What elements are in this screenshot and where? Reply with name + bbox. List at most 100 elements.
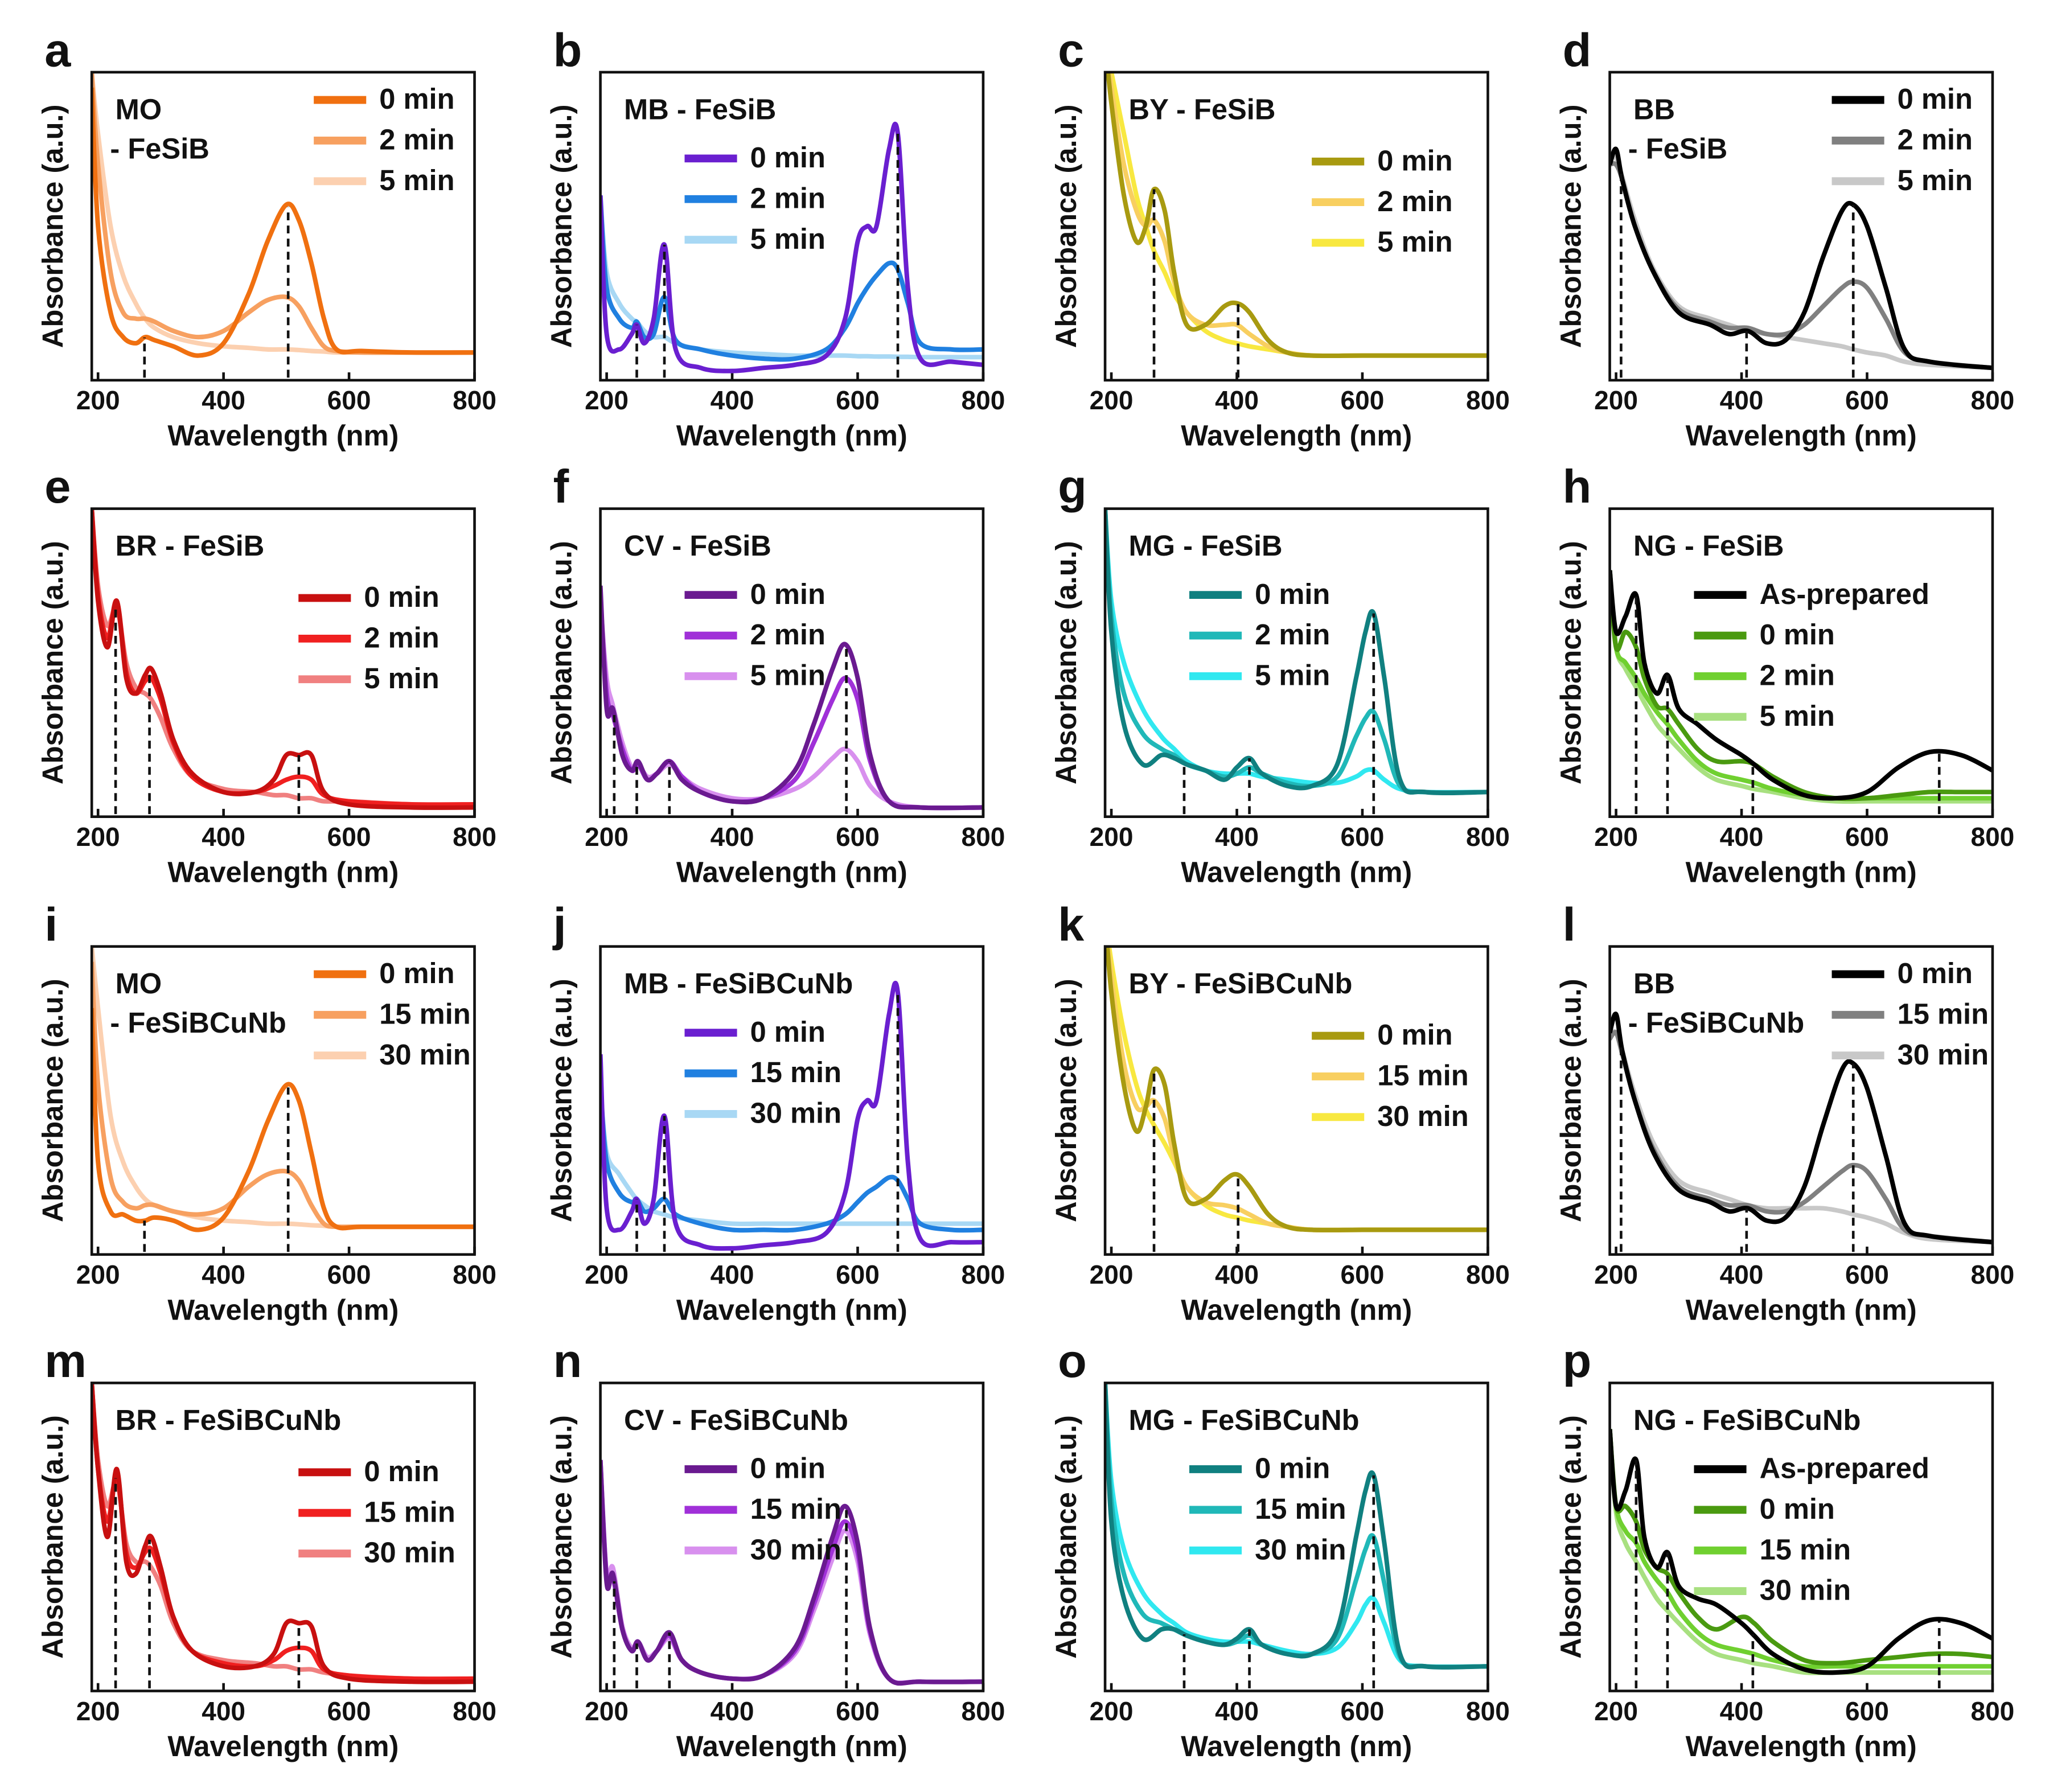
legend-label: 0 min	[750, 141, 826, 174]
axes-frame	[599, 945, 985, 1256]
legend-label: 5 min	[379, 164, 454, 196]
x-tick-label: 200	[76, 385, 120, 415]
x-axis-label: Wavelength (nm)	[1686, 1730, 1917, 1762]
spectrum-line	[92, 508, 475, 810]
x-tick-label: 800	[962, 1696, 1005, 1726]
x-axis-label: Wavelength (nm)	[1181, 420, 1412, 452]
y-axis-label: Absorbance (a.u.)	[545, 1415, 577, 1659]
panel: j Absorbance (a.u.) Wavelength (nm) 200 400 6…	[545, 898, 1005, 1326]
x-tick-label: 800	[453, 1260, 496, 1289]
legend-label: 30 min	[1377, 1100, 1468, 1132]
legend-label: 0 min	[750, 1452, 826, 1485]
panel-title: BY - FeSiBCuNb	[1129, 967, 1353, 1000]
x-tick-label: 600	[1845, 1696, 1889, 1726]
panel: h Absorbance (a.u.) Wavelength (nm) 200 400 6…	[1554, 460, 2014, 888]
legend-label: 2 min	[379, 124, 454, 156]
panel-letter: i	[44, 898, 58, 951]
x-tick-label: 400	[1215, 385, 1259, 415]
x-tick-label: 200	[76, 1696, 120, 1726]
legend-label: 5 min	[1255, 659, 1330, 692]
y-axis-label: Absorbance (a.u.)	[36, 105, 69, 348]
x-tick-label: 800	[962, 385, 1005, 415]
panel-title: NG - FeSiBCuNb	[1633, 1404, 1861, 1436]
axes-frame	[1608, 945, 1994, 1256]
axes-frame	[1103, 71, 1489, 382]
x-tick-label: 400	[202, 1696, 245, 1726]
legend-label: 30 min	[1760, 1574, 1851, 1606]
legend-label: 5 min	[750, 223, 826, 255]
spectrum-line	[1105, 508, 1488, 795]
x-tick-label: 200	[1090, 385, 1134, 415]
panel: p Absorbance (a.u.) Wavelength (nm) 200 400 6…	[1554, 1334, 2014, 1762]
x-tick-label: 200	[76, 822, 120, 852]
spectrum-line	[1105, 508, 1488, 796]
legend-label: 2 min	[1898, 124, 1973, 156]
panel-letter: o	[1058, 1334, 1087, 1387]
y-axis-label: Absorbance (a.u.)	[1050, 1415, 1082, 1659]
x-tick-label: 200	[1090, 1260, 1134, 1289]
x-tick-label: 600	[327, 1696, 371, 1726]
spectrum-line	[1609, 570, 1993, 804]
x-tick-label: 200	[585, 385, 629, 415]
x-tick-label: 600	[1845, 1260, 1889, 1289]
legend-label: 15 min	[750, 1493, 841, 1525]
legend-label: 5 min	[1377, 225, 1452, 258]
plot	[1105, 946, 1488, 1252]
legend-label: 0 min	[1898, 83, 1973, 115]
x-tick-label: 800	[1466, 1696, 1510, 1726]
x-axis-label: Wavelength (nm)	[1181, 1293, 1412, 1326]
legend-label: 2 min	[750, 182, 826, 214]
legend-label: 5 min	[1898, 164, 1973, 196]
x-axis-label: Wavelength (nm)	[676, 1730, 907, 1762]
spectrum-line	[1609, 1429, 1993, 1675]
x-tick-label: 200	[1594, 822, 1638, 852]
spectrum-line	[600, 1460, 983, 1686]
panel: c Absorbance (a.u.) Wavelength (nm) 200 400 6…	[1050, 23, 1510, 451]
x-tick-label: 200	[585, 822, 629, 852]
panel-letter: c	[1058, 23, 1084, 76]
legend-label: 30 min	[379, 1038, 470, 1071]
y-axis-label: Absorbance (a.u.)	[1554, 1415, 1587, 1659]
legend-label: 0 min	[364, 581, 439, 613]
legend-label: 2 min	[364, 622, 439, 654]
panel: k Absorbance (a.u.) Wavelength (nm) 200 400 6…	[1050, 898, 1510, 1326]
legend-label: As-prepared	[1760, 578, 1929, 610]
x-tick-label: 400	[1215, 822, 1259, 852]
y-axis-label: Absorbance (a.u.)	[36, 1415, 69, 1659]
plot	[1105, 1383, 1488, 1688]
panel-title: MB - FeSiB	[624, 93, 776, 125]
x-tick-label: 400	[202, 822, 245, 852]
axes-frame	[1608, 1382, 1994, 1692]
y-axis-label: Absorbance (a.u.)	[1554, 105, 1587, 348]
panel-letter: j	[552, 898, 566, 951]
plot	[600, 1460, 983, 1688]
legend-label: 15 min	[1898, 997, 1989, 1030]
panel-title: - FeSiBCuNb	[110, 1006, 286, 1039]
axes-frame	[599, 71, 985, 382]
x-tick-label: 800	[1970, 822, 2014, 852]
x-axis-label: Wavelength (nm)	[1686, 856, 1917, 888]
x-axis-label: Wavelength (nm)	[676, 420, 907, 452]
spectrum-line	[92, 87, 475, 358]
y-axis-label: Absorbance (a.u.)	[1050, 541, 1082, 784]
y-axis-label: Absorbance (a.u.)	[545, 979, 577, 1222]
x-tick-label: 600	[1341, 822, 1385, 852]
panel: o Absorbance (a.u.) Wavelength (nm) 200 400 6…	[1050, 1334, 1510, 1762]
legend-label: 2 min	[1377, 185, 1452, 217]
legend-label: 2 min	[1760, 659, 1835, 692]
axes-frame	[90, 507, 476, 818]
axes-frame	[90, 71, 476, 382]
legend-label: 15 min	[379, 997, 470, 1030]
panel-letter: d	[1563, 23, 1592, 76]
panel-letter: k	[1058, 898, 1085, 951]
x-tick-label: 800	[1970, 1696, 2014, 1726]
y-axis-label: Absorbance (a.u.)	[1554, 979, 1587, 1222]
panel-title: NG - FeSiB	[1633, 529, 1784, 562]
panel: b Absorbance (a.u.) Wavelength (nm) 200 400 6…	[545, 23, 1005, 451]
x-tick-label: 400	[711, 822, 754, 852]
spectrum-line	[1105, 1383, 1488, 1670]
legend-label: 0 min	[1898, 957, 1973, 989]
x-tick-label: 400	[1215, 1696, 1259, 1726]
legend-label: 15 min	[1255, 1493, 1346, 1525]
legend-label: 30 min	[1898, 1038, 1989, 1071]
